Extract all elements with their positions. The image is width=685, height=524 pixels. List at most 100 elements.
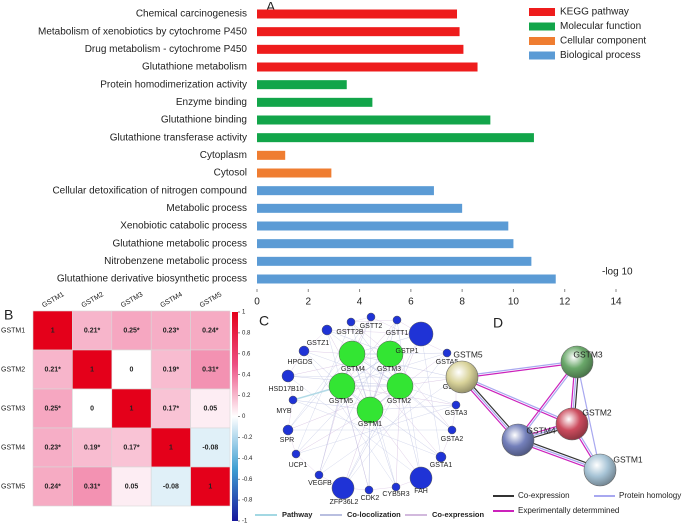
cell-label: 1 bbox=[169, 444, 173, 451]
edge bbox=[326, 329, 371, 411]
bar bbox=[257, 62, 478, 72]
edge bbox=[461, 360, 577, 377]
network-node bbox=[321, 324, 333, 336]
category-label: Enzyme binding bbox=[176, 97, 247, 108]
category-label: Cytosol bbox=[214, 168, 247, 179]
node-label: GSTA1 bbox=[430, 462, 453, 469]
edge bbox=[389, 353, 453, 431]
bar bbox=[257, 133, 534, 143]
heatmap-cell bbox=[190, 466, 231, 507]
network-node bbox=[314, 470, 324, 480]
network-node bbox=[366, 312, 376, 322]
edge bbox=[295, 404, 457, 455]
edge bbox=[369, 404, 457, 411]
category-label: Drug metabolism - cytochrome P450 bbox=[85, 44, 248, 55]
network-node bbox=[281, 369, 295, 383]
node-label: GSTM5 bbox=[329, 398, 353, 405]
cell-label: 0.25* bbox=[123, 327, 140, 334]
legend-swatch bbox=[529, 22, 555, 31]
bar bbox=[257, 9, 458, 19]
protein-node bbox=[560, 345, 594, 379]
cell-label: 0.31* bbox=[202, 366, 219, 373]
edge bbox=[318, 385, 343, 476]
colorbar-tick-label: 1 bbox=[242, 310, 246, 316]
node-label: UCP1 bbox=[289, 462, 308, 469]
column-label: GSTM5 bbox=[199, 291, 223, 309]
cell-label: 0.31* bbox=[84, 483, 101, 490]
bar bbox=[257, 274, 556, 284]
colorbar-tick-label: 0 bbox=[242, 414, 246, 420]
bar bbox=[257, 44, 464, 54]
panel-label: D bbox=[493, 315, 503, 331]
node-label: GSTM2 bbox=[582, 407, 612, 417]
edge bbox=[318, 377, 457, 476]
bar bbox=[257, 115, 491, 125]
category-label: Cytoplasm bbox=[200, 150, 247, 161]
bar bbox=[257, 150, 286, 160]
edge bbox=[295, 409, 371, 455]
edge bbox=[462, 362, 578, 379]
network-node bbox=[447, 425, 457, 435]
cell-label: 1 bbox=[51, 327, 55, 334]
column-label: GSTM2 bbox=[81, 291, 105, 309]
column-label: GSTM3 bbox=[120, 291, 144, 309]
legend-label: Biological process bbox=[560, 50, 641, 61]
node-label: GSTT1 bbox=[386, 330, 409, 337]
legend-label: Co-expression bbox=[518, 491, 570, 500]
heatmap-cell bbox=[72, 427, 113, 468]
category-label: Glutathione metabolic process bbox=[112, 238, 247, 249]
bar bbox=[257, 186, 434, 196]
heatmap-cell bbox=[150, 310, 191, 351]
category-label: Xenobiotic catabolic process bbox=[120, 221, 247, 232]
category-label: Chemical carcinogenesis bbox=[136, 9, 247, 20]
node-label: GSTT2 bbox=[360, 323, 383, 330]
bar bbox=[257, 239, 514, 249]
colorbar-tick-label: -0.2 bbox=[242, 435, 253, 441]
node-label: GSTM5 bbox=[453, 349, 483, 359]
cell-label: 1 bbox=[208, 483, 212, 490]
edge bbox=[292, 399, 442, 458]
cell-label: 0 bbox=[90, 405, 94, 412]
cell-label: 0.21* bbox=[84, 327, 101, 334]
colorbar-tick-label: -0.8 bbox=[242, 498, 253, 504]
node-label: GSTP1 bbox=[396, 348, 419, 355]
x-tick-label: 12 bbox=[559, 297, 571, 308]
heatmap-cell bbox=[190, 388, 231, 429]
node-label: GSTM1 bbox=[613, 454, 643, 464]
row-label: GSTM5 bbox=[1, 483, 25, 490]
node-label: GSTM3 bbox=[377, 366, 401, 373]
network-node bbox=[282, 424, 294, 436]
colorbar-tick-label: -0.4 bbox=[242, 456, 253, 462]
row-label: GSTM2 bbox=[1, 366, 25, 373]
colorbar-tick-label: 0.2 bbox=[242, 393, 251, 399]
cell-label: 0.23* bbox=[45, 444, 62, 451]
heatmap-cell bbox=[111, 310, 152, 351]
colorbar-tick-label: -0.6 bbox=[242, 477, 253, 483]
legend-label: Co-expression bbox=[432, 510, 485, 519]
cell-label: 0.05 bbox=[125, 483, 139, 490]
edge bbox=[396, 319, 422, 479]
panel-label: A bbox=[266, 0, 276, 15]
legend-swatch bbox=[529, 8, 555, 16]
x-tick-label: 10 bbox=[508, 297, 520, 308]
legend-label: KEGG pathway bbox=[560, 7, 629, 18]
legend-label: Experimentally determmined bbox=[518, 506, 619, 515]
category-label: Glutathione transferase activity bbox=[110, 132, 247, 143]
heatmap-cell bbox=[111, 349, 152, 390]
edge bbox=[369, 409, 422, 479]
cell-label: 0.05 bbox=[203, 405, 217, 412]
edge bbox=[341, 385, 442, 458]
edge bbox=[462, 375, 573, 424]
heatmap-cell bbox=[111, 466, 152, 507]
x-tick-label: 8 bbox=[459, 297, 465, 308]
bar bbox=[257, 203, 463, 213]
node-label: GSTM4 bbox=[526, 425, 556, 435]
edge bbox=[351, 353, 457, 379]
legend-label: Co-locolization bbox=[347, 510, 401, 519]
x-tick-label: 4 bbox=[357, 297, 363, 308]
column-label: GSTM1 bbox=[41, 291, 65, 309]
heatmap-cell bbox=[32, 466, 73, 507]
node-label: GSTM4 bbox=[341, 366, 365, 373]
edge bbox=[395, 385, 401, 488]
node-label: GSTM1 bbox=[358, 421, 382, 428]
